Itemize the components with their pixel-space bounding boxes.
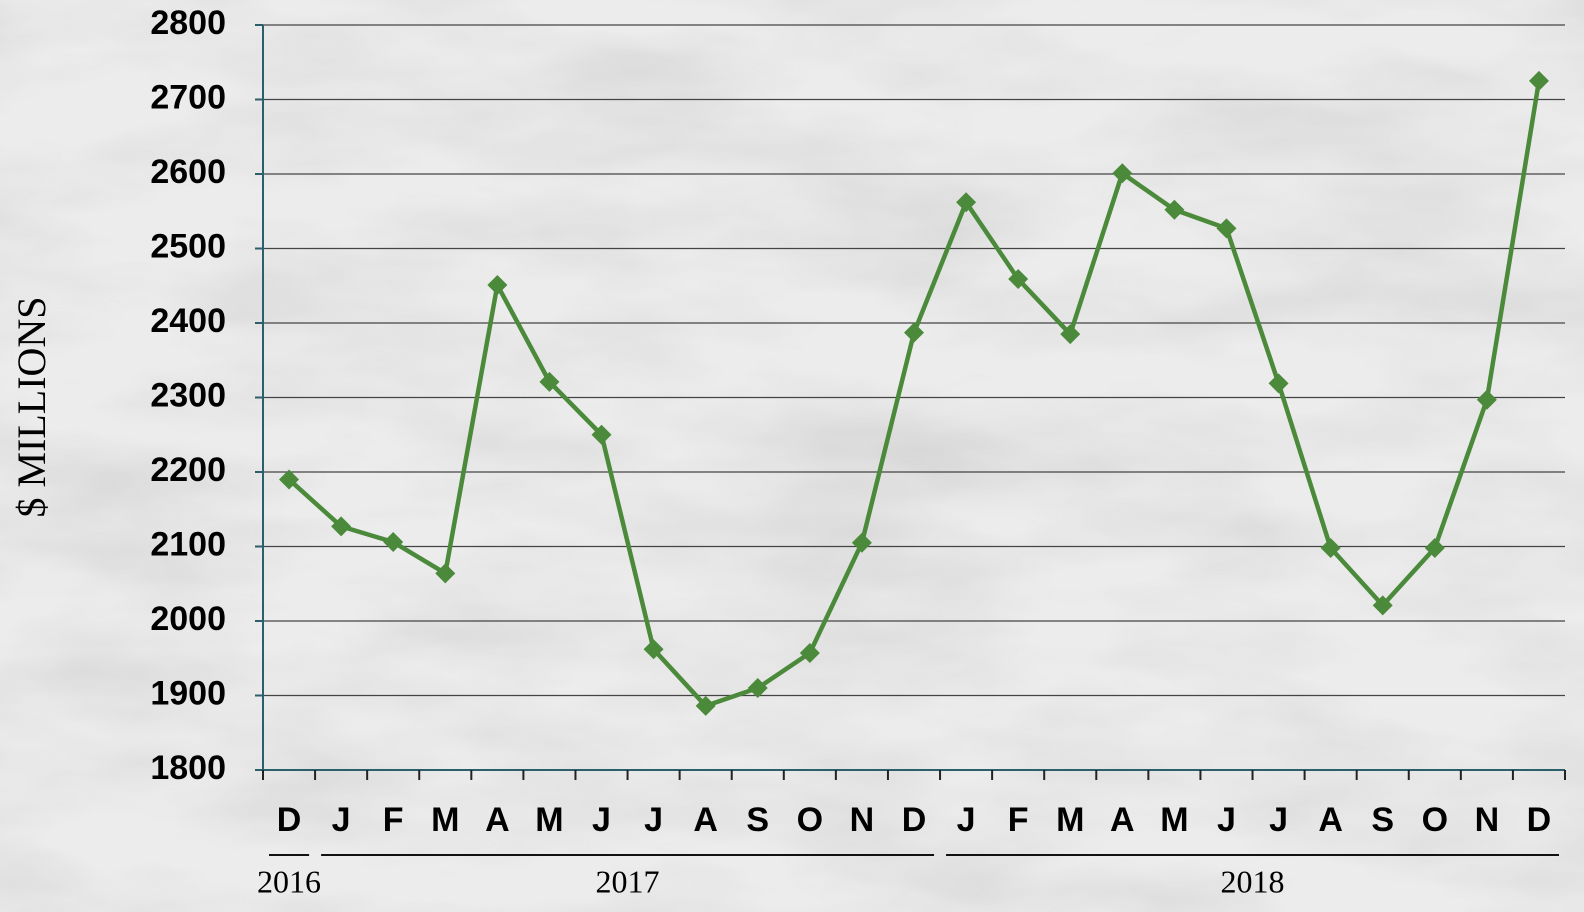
y-tick-label: 2100 xyxy=(150,525,226,563)
x-tick-label: M xyxy=(1160,801,1188,839)
x-tick-label: M xyxy=(1056,801,1084,839)
data-point xyxy=(435,563,456,584)
x-tick-label: J xyxy=(332,801,351,839)
data-point xyxy=(851,532,872,553)
y-tick-label: 2600 xyxy=(150,153,226,191)
data-point xyxy=(591,424,612,445)
y-tick-label: 2300 xyxy=(150,376,226,414)
data-point xyxy=(1008,269,1029,290)
x-tick-label: D xyxy=(277,801,302,839)
data-point xyxy=(1112,163,1133,184)
data-point xyxy=(1476,389,1497,410)
x-tick-label: A xyxy=(1110,801,1135,839)
data-point xyxy=(956,192,977,213)
x-tick-label: N xyxy=(850,801,875,839)
x-tick-label: M xyxy=(535,801,563,839)
y-tick-label: 2500 xyxy=(150,227,226,265)
group-label: 2017 xyxy=(596,863,660,899)
x-tick-label: A xyxy=(485,801,510,839)
data-point xyxy=(279,469,300,490)
x-tick-label: J xyxy=(1269,801,1288,839)
x-tick-label: D xyxy=(1527,801,1552,839)
x-tick-label: A xyxy=(1318,801,1343,839)
group-label: 2018 xyxy=(1221,863,1285,899)
data-point xyxy=(1320,537,1341,558)
data-point xyxy=(1424,537,1445,558)
x-tick-label: F xyxy=(383,801,404,839)
x-tick-label: J xyxy=(957,801,976,839)
y-tick-label: 2000 xyxy=(150,600,226,638)
y-tick-label: 1800 xyxy=(150,749,226,787)
data-point xyxy=(539,371,560,392)
data-point xyxy=(904,322,924,343)
x-tick-label: N xyxy=(1475,801,1500,839)
x-tick-label: S xyxy=(746,801,769,839)
x-tick-label: A xyxy=(693,801,718,839)
data-point xyxy=(383,532,404,553)
x-tick-label: M xyxy=(431,801,459,839)
x-tick-label: J xyxy=(592,801,611,839)
data-point xyxy=(643,639,664,660)
data-point xyxy=(1216,218,1237,239)
x-tick-label: F xyxy=(1008,801,1029,839)
x-tick-label: J xyxy=(644,801,663,839)
y-axis-label: $ MILLIONS xyxy=(9,296,54,517)
x-tick-label: D xyxy=(902,801,927,839)
data-point xyxy=(1372,595,1393,616)
group-label: 2016 xyxy=(257,863,321,899)
x-tick-label: S xyxy=(1371,801,1394,839)
data-point xyxy=(331,516,352,537)
y-tick-label: 2400 xyxy=(150,302,226,340)
data-point xyxy=(1060,324,1081,345)
data-point xyxy=(695,695,716,716)
x-tick-label: O xyxy=(797,801,823,839)
x-tick-label: J xyxy=(1217,801,1236,839)
data-point xyxy=(1164,199,1185,220)
y-tick-label: 2700 xyxy=(150,78,226,116)
x-tick-label: O xyxy=(1422,801,1448,839)
data-point xyxy=(1268,373,1289,394)
y-tick-label: 1900 xyxy=(150,674,226,712)
data-point xyxy=(487,275,508,296)
y-tick-label: 2200 xyxy=(150,451,226,489)
data-point xyxy=(799,643,820,664)
data-point xyxy=(747,678,768,699)
data-point xyxy=(1528,70,1549,91)
y-tick-label: 2800 xyxy=(150,4,226,42)
